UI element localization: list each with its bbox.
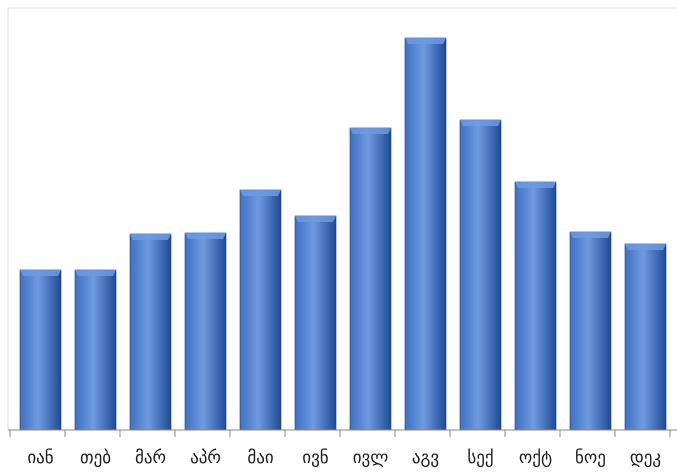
bar-top-bevel <box>240 190 281 196</box>
x-axis-ticks <box>9 430 671 437</box>
bar <box>624 243 667 431</box>
bar-body <box>129 233 172 431</box>
bar <box>74 269 117 431</box>
bar <box>569 231 612 431</box>
x-axis-tick-labels: იან თებ მარ აპრ მაი ივნ ივლ აგვ სექ ოქტ ნოე დეკ <box>27 448 661 468</box>
x-tick-label: ივნ <box>302 448 329 468</box>
x-tick-label: ოქტ <box>519 448 552 468</box>
x-tick-label: ნოე <box>575 448 606 468</box>
bar <box>459 119 502 431</box>
x-tick-label: აპრ <box>190 448 221 468</box>
bar-body <box>349 127 392 431</box>
bar <box>184 232 227 431</box>
bar-body <box>404 37 447 431</box>
bar <box>349 127 392 431</box>
bar-body <box>459 119 502 431</box>
bar-body <box>514 181 557 431</box>
bar-top-bevel <box>185 233 226 239</box>
bar-top-bevel <box>295 216 336 222</box>
bar-body <box>184 232 227 431</box>
x-tick-label: მარ <box>135 448 166 468</box>
x-tick-label: სექ <box>467 448 493 468</box>
x-tick-label: დეკ <box>630 448 661 468</box>
bar-body <box>239 189 282 431</box>
bar <box>294 215 337 431</box>
bar-top-bevel <box>405 38 446 44</box>
bar-top-bevel <box>515 182 556 188</box>
bar <box>129 233 172 431</box>
bar <box>239 189 282 431</box>
bar-top-bevel <box>570 232 611 238</box>
bar <box>514 181 557 431</box>
bar-body <box>624 243 667 431</box>
bar-top-bevel <box>130 234 171 240</box>
x-tick-label: აგვ <box>412 448 439 468</box>
bar-body <box>74 269 117 431</box>
x-tick-label: ივლ <box>353 448 389 468</box>
bar-body <box>19 269 62 431</box>
bar-body <box>294 215 337 431</box>
x-tick-label: მაი <box>247 448 273 468</box>
x-tick-label: იან <box>27 448 53 468</box>
bar-top-bevel <box>350 128 391 134</box>
bar-top-bevel <box>625 244 666 250</box>
x-tick-label: თებ <box>80 448 111 468</box>
bar-body <box>569 231 612 431</box>
bar-top-bevel <box>75 270 116 276</box>
bar-top-bevel <box>460 120 501 126</box>
bars-group <box>19 37 667 431</box>
bar-top-bevel <box>20 270 61 276</box>
bar <box>19 269 62 431</box>
bar <box>404 37 447 431</box>
